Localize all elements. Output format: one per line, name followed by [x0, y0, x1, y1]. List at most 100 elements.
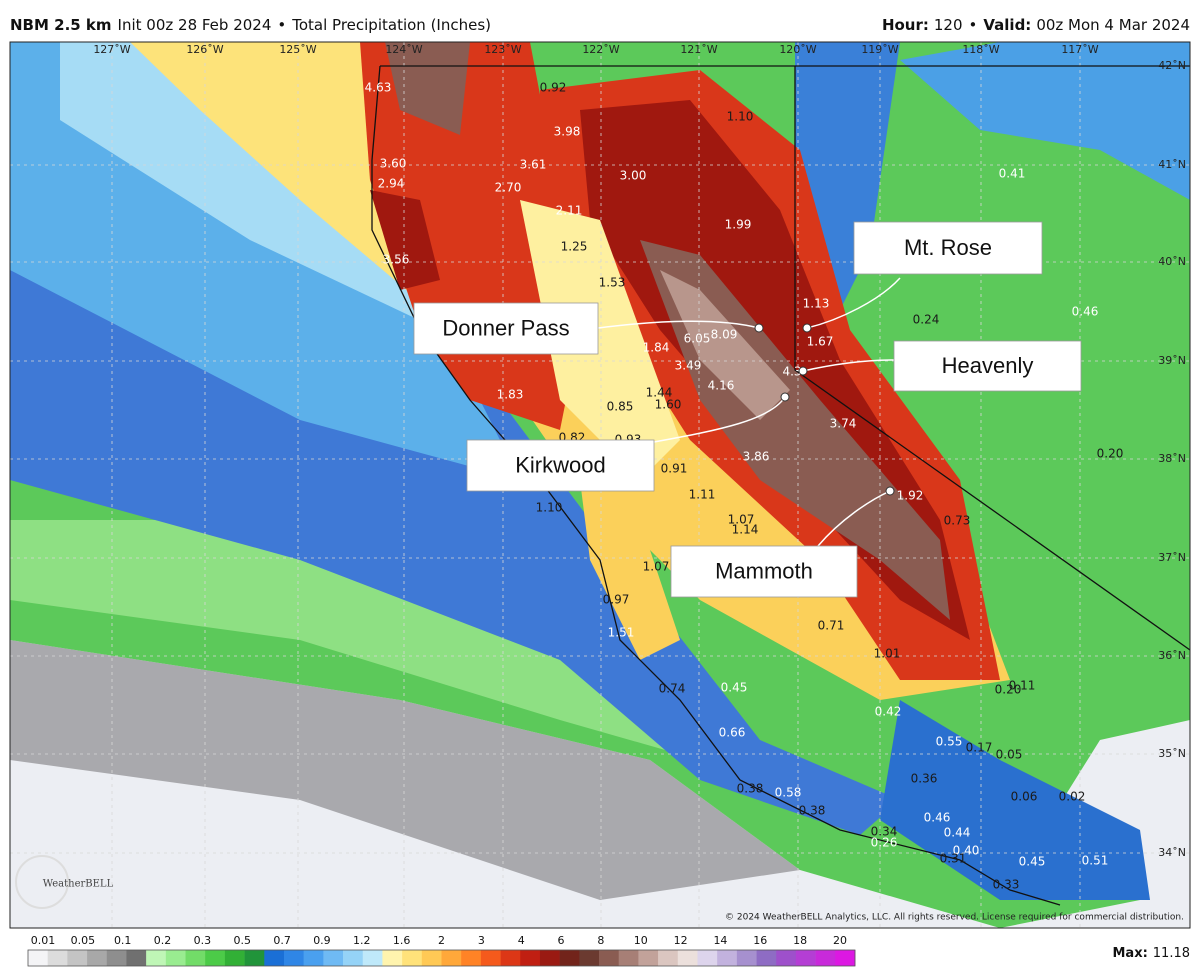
- longitude-label: 126˚W: [186, 43, 223, 56]
- legend-swatch: [283, 950, 304, 966]
- legend-label: 0.7: [273, 934, 291, 947]
- legend-swatch: [795, 950, 816, 966]
- map-value-label: 0.97: [603, 593, 630, 607]
- legend-swatch: [835, 950, 856, 966]
- map-value-label: 0.40: [953, 844, 980, 858]
- legend-swatch: [28, 950, 48, 966]
- location-box: [413, 302, 599, 355]
- map-value-label: 1.92: [897, 489, 924, 503]
- max-label: Max:: [1112, 946, 1147, 961]
- map-value-label: 1.51: [608, 626, 635, 640]
- map-value-label: 3.98: [554, 125, 581, 139]
- legend-swatch: [402, 950, 423, 966]
- legend-label: 12: [674, 934, 688, 947]
- legend-swatch: [461, 950, 482, 966]
- map-value-label: 3.86: [743, 450, 770, 464]
- legend-swatch: [658, 950, 679, 966]
- legend-swatch: [106, 950, 127, 966]
- header-left: NBM 2.5 km Init 00z 28 Feb 2024 • Total Pre…: [10, 16, 491, 34]
- latitude-label: 38˚N: [1158, 452, 1186, 465]
- latitude-label: 42˚N: [1158, 59, 1186, 72]
- map-value-label: 4.63: [365, 81, 392, 95]
- map-value-label: 0.38: [737, 782, 764, 796]
- longitude-label: 118˚W: [962, 43, 999, 56]
- longitude-label: 117˚W: [1061, 43, 1098, 56]
- location-box: [670, 545, 858, 598]
- map-value-label: 0.02: [1059, 790, 1086, 804]
- longitude-label: 122˚W: [582, 43, 619, 56]
- legend-swatch: [756, 950, 777, 966]
- max-value: 11.18: [1153, 946, 1190, 961]
- map-value-label: 0.41: [999, 167, 1026, 181]
- map-value-label: 3.61: [520, 158, 547, 172]
- location-point: [798, 366, 808, 376]
- legend-swatch: [638, 950, 659, 966]
- callout-lines: [597, 277, 901, 547]
- legend-label: 20: [833, 934, 847, 947]
- legend-swatch: [697, 950, 718, 966]
- legend-swatch: [67, 950, 88, 966]
- legend-label: 3: [478, 934, 485, 947]
- map-value-label: 0.58: [775, 786, 802, 800]
- legend-label: 0.9: [313, 934, 331, 947]
- longitude-label: 124˚W: [385, 43, 422, 56]
- map-value-label: 1.99: [725, 218, 752, 232]
- map-value-label: 2.94: [378, 177, 405, 191]
- map-value-label: 0.92: [540, 81, 567, 95]
- map-value-label: 0.34: [871, 825, 898, 839]
- map-value-label: 0.44: [944, 826, 971, 840]
- location-point: [885, 486, 895, 496]
- map-value-label: 1.11: [689, 488, 716, 502]
- logo-mark: [15, 855, 69, 909]
- legend-swatch: [224, 950, 245, 966]
- legend-swatch: [146, 950, 167, 966]
- legend-swatch: [815, 950, 836, 966]
- map-value-label: 1.07: [728, 513, 755, 527]
- map-value-label: 0.74: [659, 682, 686, 696]
- location-label: Heavenly: [942, 353, 1034, 378]
- map-value-label: 0.51: [1082, 854, 1109, 868]
- legend-label: 6: [558, 934, 565, 947]
- legend-swatch: [421, 950, 442, 966]
- map-value-label: 1.14: [732, 523, 759, 537]
- legend-swatch: [776, 950, 797, 966]
- latitude-label: 36˚N: [1158, 649, 1186, 662]
- separator: •: [969, 16, 978, 34]
- map-value-label: 4.3: [782, 365, 801, 379]
- map-value-label: 1.44: [646, 386, 673, 400]
- location-label: Kirkwood: [515, 452, 605, 477]
- map-value-label: 1.13: [803, 297, 830, 311]
- map-value-label: 0.26: [871, 836, 898, 850]
- legend-swatch: [185, 950, 206, 966]
- longitude-label: 127˚W: [93, 43, 130, 56]
- init: Init 00z 28 Feb 2024: [118, 16, 272, 34]
- legend-label: 0.2: [154, 934, 172, 947]
- legend-swatch: [618, 950, 639, 966]
- map-value-label: 0.71: [818, 619, 845, 633]
- map-value-label: 0.06: [1011, 790, 1038, 804]
- map-value-label: 3.56: [383, 253, 410, 267]
- legend-swatch: [87, 950, 108, 966]
- map-value-label: 0.36: [911, 772, 938, 786]
- legend-swatch: [717, 950, 738, 966]
- legend-label: 0.05: [71, 934, 96, 947]
- legend-swatch: [126, 950, 147, 966]
- legend-label: 0.1: [114, 934, 132, 947]
- legend-swatch: [520, 950, 541, 966]
- legend-swatch: [244, 950, 265, 966]
- map-value-label: 3.74: [830, 417, 857, 431]
- legend-swatch: [362, 950, 383, 966]
- longitude-label: 125˚W: [279, 43, 316, 56]
- longitude-label: 120˚W: [779, 43, 816, 56]
- legend-frame: [27, 949, 856, 967]
- latitude-label: 40˚N: [1158, 255, 1186, 268]
- map-value-label: 2.11: [556, 204, 583, 218]
- map-value-label: 1.25: [561, 240, 588, 254]
- map-value-label: 2.70: [495, 181, 522, 195]
- hour-label: Hour:: [882, 16, 929, 34]
- longitude-label: 121˚W: [680, 43, 717, 56]
- logo: WeatherBELL: [43, 879, 114, 890]
- legend-label: 16: [753, 934, 767, 947]
- legend-swatch: [559, 950, 580, 966]
